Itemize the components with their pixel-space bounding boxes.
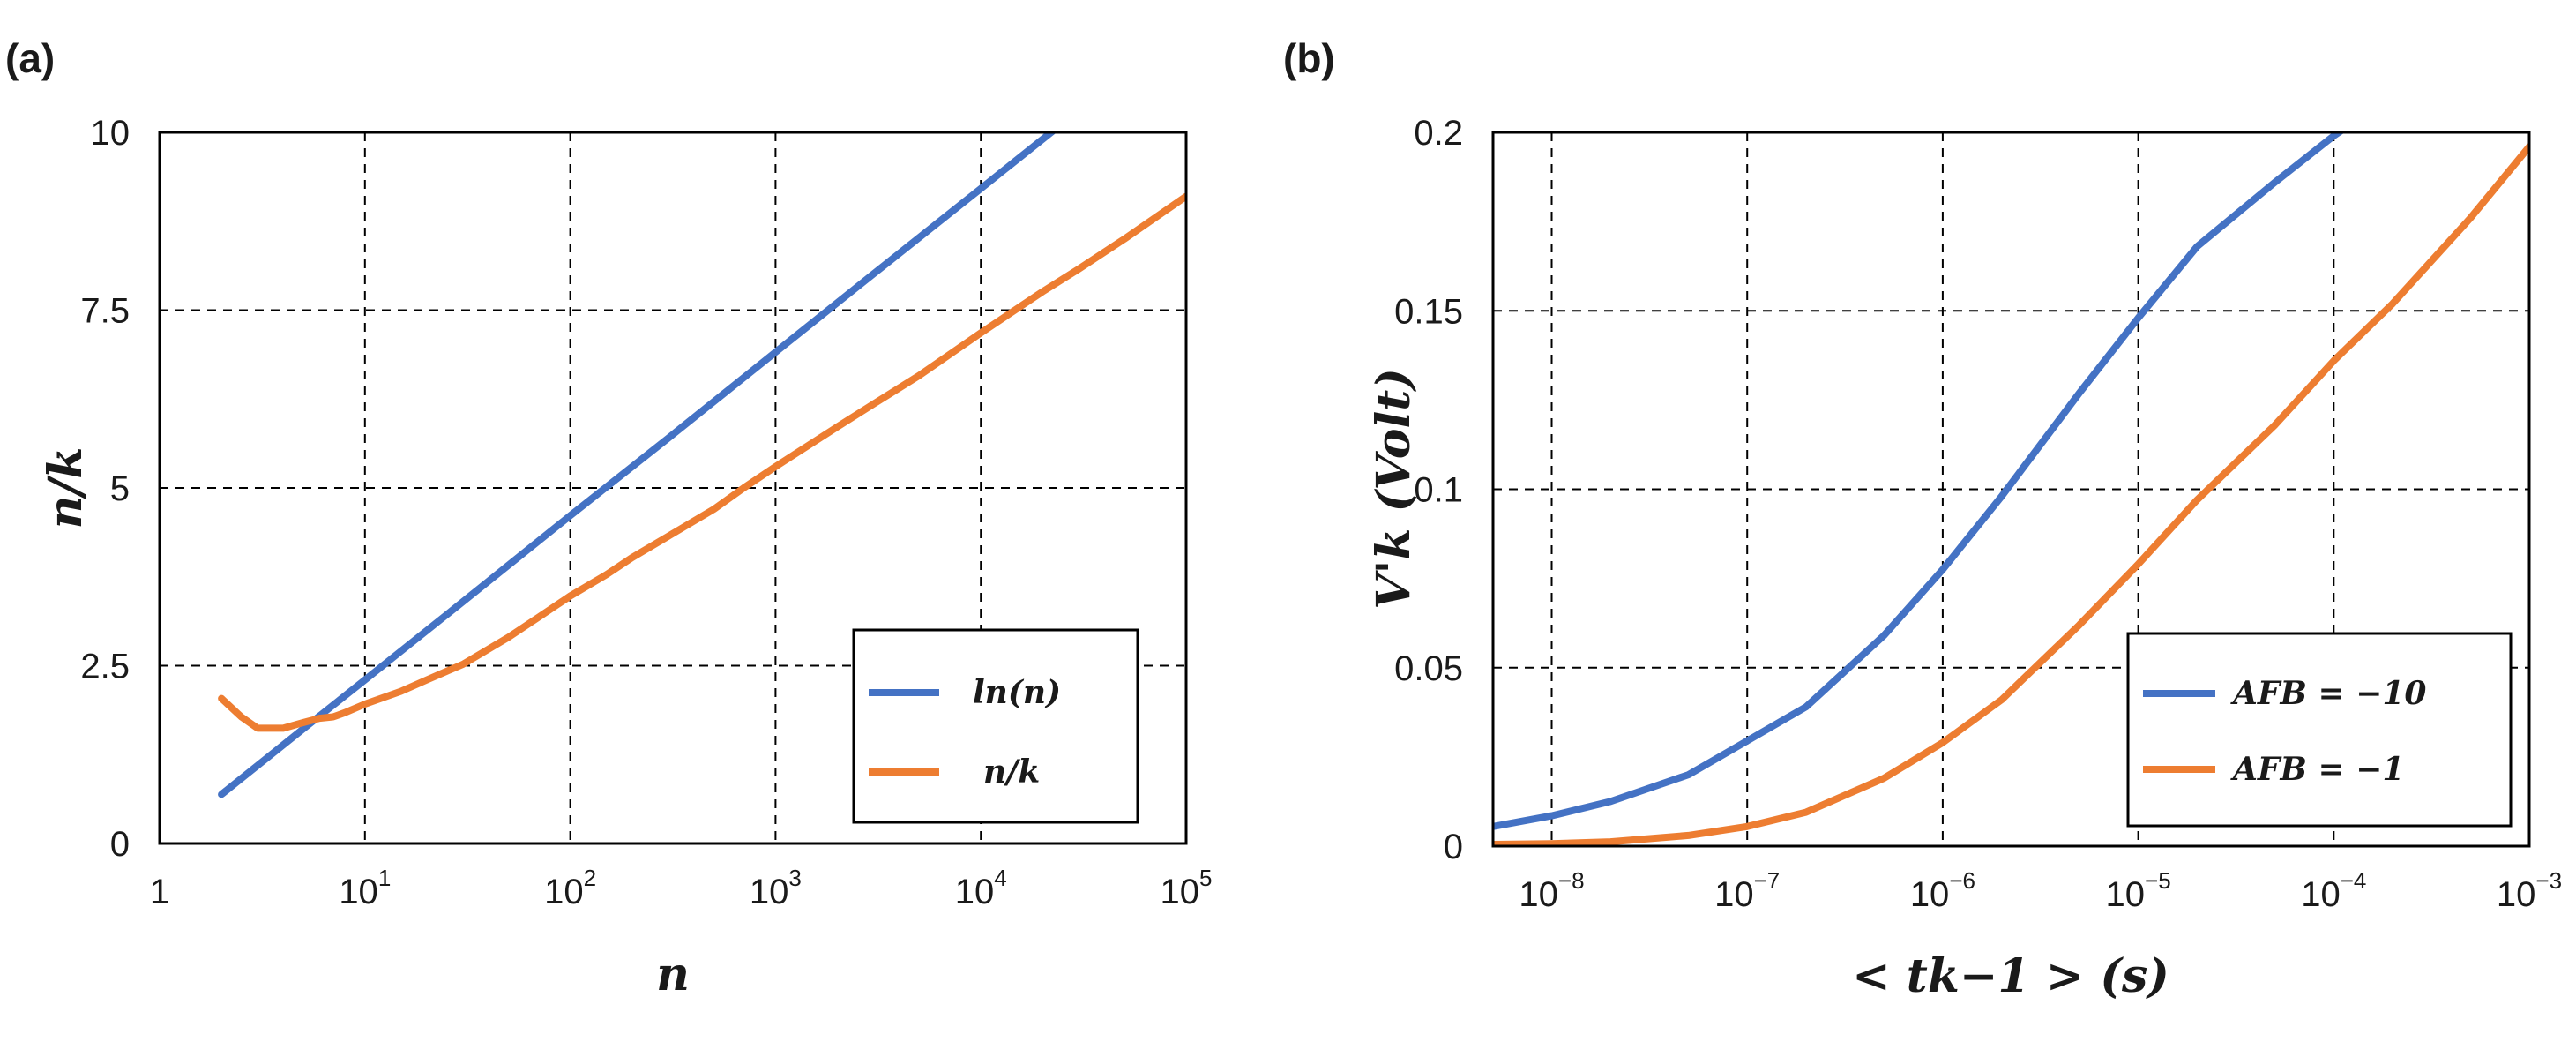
legend-label-afb-minus-1: AFB = −1 bbox=[2230, 751, 2404, 788]
x-tick-label: 10−6 bbox=[1910, 867, 1975, 914]
chart-panel-b: (b) 0 0.05 0.1 0.15 0.2 10−8 10−7 10−6 10−5 10−4… bbox=[1283, 35, 2562, 1003]
y-tick-label: 0 bbox=[110, 825, 130, 864]
x-tick-label: 105 bbox=[1161, 865, 1213, 911]
series-line-n-k bbox=[218, 192, 1186, 732]
series-line-ln-n- bbox=[218, 132, 1057, 798]
panel-a-x-tick-labels: 1 101 102 103 104 105 bbox=[150, 865, 1213, 911]
panel-b-y-axis-title: V'k (Volt) bbox=[1367, 368, 1421, 610]
x-tick-label: 10−8 bbox=[1519, 867, 1584, 914]
panel-a-label: (a) bbox=[5, 35, 55, 81]
x-tick-label: 1 bbox=[150, 873, 169, 911]
y-tick-label: 0.1 bbox=[1414, 471, 1463, 510]
y-tick-label: 0.05 bbox=[1394, 649, 1463, 688]
y-tick-label: 0.2 bbox=[1414, 114, 1463, 153]
panel-a-legend-box bbox=[852, 628, 1139, 824]
legend-label-n-over-k: n/k bbox=[983, 753, 1040, 791]
panel-a-series-layer bbox=[218, 132, 1186, 798]
panel-a-x-axis-title: n bbox=[656, 948, 690, 1001]
x-tick-label: 103 bbox=[750, 865, 802, 911]
y-tick-label: 0 bbox=[1444, 828, 1463, 866]
x-tick-label: 10−5 bbox=[2106, 867, 2171, 914]
chart-panel-a: (a) 0 2.5 5 7.5 10 1 101 102 103 104 105 n/k n ln… bbox=[5, 35, 1213, 1001]
panel-b-series-layer bbox=[1493, 132, 2529, 846]
panel-b-x-tick-labels: 10−8 10−7 10−6 10−5 10−4 10−3 bbox=[1519, 867, 2562, 914]
y-tick-label: 10 bbox=[91, 114, 131, 153]
panel-b-label: (b) bbox=[1283, 35, 1335, 81]
x-tick-label: 10−4 bbox=[2301, 867, 2366, 914]
x-tick-label: 102 bbox=[544, 865, 596, 911]
y-tick-label: 2.5 bbox=[80, 648, 130, 686]
legend-label-ln-n: ln(n) bbox=[973, 674, 1061, 711]
panel-b-x-axis-title: < tk−1 > (s) bbox=[1852, 949, 2169, 1003]
y-tick-label: 5 bbox=[110, 469, 130, 508]
series-line-afb-1 bbox=[1493, 143, 2529, 846]
panel-a-legend: ln(n) n/k bbox=[852, 628, 1139, 824]
panel-b-y-tick-labels: 0 0.05 0.1 0.15 0.2 bbox=[1394, 114, 1463, 866]
x-tick-label: 104 bbox=[955, 865, 1007, 911]
x-tick-label: 101 bbox=[339, 865, 391, 911]
panel-a-y-tick-labels: 0 2.5 5 7.5 10 bbox=[80, 114, 130, 864]
y-tick-label: 7.5 bbox=[80, 292, 130, 331]
x-tick-label: 10−3 bbox=[2497, 867, 2562, 914]
panel-a-y-axis-title: n/k bbox=[39, 447, 93, 529]
x-tick-label: 10−7 bbox=[1714, 867, 1780, 914]
panel-a-plot-frame bbox=[158, 131, 1188, 845]
panel-b-legend-box bbox=[2126, 632, 2513, 828]
legend-label-afb-minus-10: AFB = −10 bbox=[2230, 675, 2426, 712]
series-line-afb-10 bbox=[1493, 132, 2346, 830]
panel-b-plot-frame bbox=[1491, 131, 2531, 848]
panel-b-legend: AFB = −10 AFB = −1 bbox=[2126, 632, 2513, 828]
y-tick-label: 0.15 bbox=[1394, 292, 1463, 331]
